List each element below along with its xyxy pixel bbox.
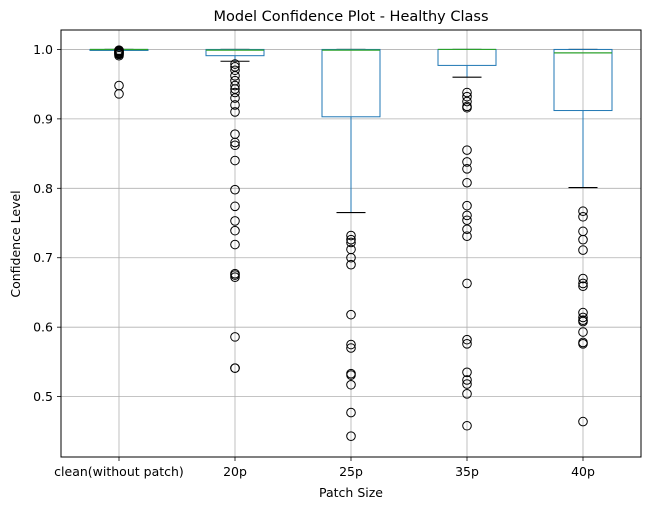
y-tick-label: 0.8: [33, 181, 53, 196]
outlier-point: [230, 87, 240, 98]
outlier-point: [230, 93, 240, 103]
x-axis-label: Patch Size: [319, 485, 383, 500]
outlier-point: [578, 316, 588, 327]
outlier-point: [346, 343, 356, 353]
outlier-point: [346, 259, 356, 270]
outlier-point: [230, 140, 240, 151]
outlier-point: [230, 239, 240, 250]
iqr-box: [553, 48, 613, 112]
x-tick-label: 20p: [223, 464, 247, 479]
outlier-point: [462, 375, 472, 385]
outlier-point: [230, 332, 240, 342]
chart-title: Model Confidence Plot - Healthy Class: [213, 9, 488, 25]
outlier-point: [462, 224, 472, 235]
outlier-point: [578, 211, 588, 222]
outlier-point: [346, 237, 356, 248]
outlier-point: [230, 137, 240, 148]
outlier-point: [346, 252, 356, 263]
outlier-point: [578, 278, 588, 289]
outlier-point: [462, 210, 472, 221]
iqr-box: [205, 48, 265, 57]
box-group: [553, 48, 613, 427]
outlier-point: [462, 145, 472, 155]
outlier-point: [462, 96, 472, 107]
outlier-point: [578, 281, 588, 292]
outlier-point: [462, 91, 472, 102]
outlier-point: [578, 312, 588, 323]
x-tick-label: 35p: [455, 464, 479, 479]
y-tick-label: 0.9: [33, 111, 53, 126]
outlier-point: [230, 184, 240, 195]
outlier-point: [462, 177, 472, 188]
outlier-point: [462, 367, 472, 378]
outlier-point: [346, 309, 356, 320]
x-tick-label: 40p: [571, 464, 595, 479]
outlier-point: [462, 102, 472, 113]
outlier-point: [346, 379, 356, 390]
outlier-point: [462, 164, 472, 174]
box-group: [205, 48, 265, 373]
outlier-point: [230, 100, 240, 110]
x-tick-label: clean(without patch): [54, 464, 184, 479]
y-tick-label: 0.7: [33, 250, 53, 265]
box-layer: [89, 45, 613, 441]
outlier-point: [346, 370, 356, 380]
outlier-point: [578, 273, 588, 284]
outlier-point: [578, 234, 588, 245]
outlier-point: [578, 416, 588, 427]
outlier-point: [462, 278, 472, 289]
outlier-point: [346, 431, 356, 441]
outlier-point: [230, 272, 240, 282]
outlier-point: [230, 216, 240, 226]
outlier-point: [230, 201, 240, 212]
y-axis-label: Confidence Level: [8, 190, 23, 297]
y-tick-label: 0.5: [33, 389, 53, 404]
outlier-point: [462, 420, 472, 431]
outlier-point: [462, 157, 472, 167]
outlier-point: [578, 327, 588, 337]
outlier-point: [462, 389, 472, 399]
box-group: [89, 45, 149, 99]
outlier-point: [346, 234, 356, 245]
outlier-point: [578, 206, 588, 217]
outlier-point: [230, 80, 240, 91]
outlier-point: [346, 407, 356, 418]
outlier-point: [578, 339, 588, 349]
outlier-point: [114, 45, 124, 55]
tick-layer: 0.5 0.6 0.7 0.8 0.9 1.0 clean(without patch) 20…: [33, 42, 595, 479]
outlier-point: [346, 230, 356, 241]
outlier-point: [346, 339, 356, 350]
outlier-point: [230, 65, 240, 76]
y-tick-label: 1.0: [33, 42, 53, 57]
outlier-point: [230, 59, 240, 69]
outlier-point: [462, 200, 472, 211]
y-tick-label: 0.6: [33, 320, 53, 335]
outlier-point: [462, 231, 472, 242]
iqr-box: [321, 48, 381, 118]
x-tick-label: 25p: [339, 464, 363, 479]
box-group: [321, 48, 381, 441]
outlier-point: [230, 225, 240, 236]
outlier-point: [578, 245, 588, 255]
outlier-point: [230, 155, 240, 166]
outlier-point: [114, 80, 124, 91]
outlier-point: [230, 363, 240, 373]
outlier-point: [230, 71, 240, 81]
box-group: [437, 48, 497, 431]
outlier-point: [462, 379, 472, 389]
outlier-point: [462, 334, 472, 345]
outlier-point: [462, 339, 472, 349]
outlier-point: [230, 107, 240, 117]
